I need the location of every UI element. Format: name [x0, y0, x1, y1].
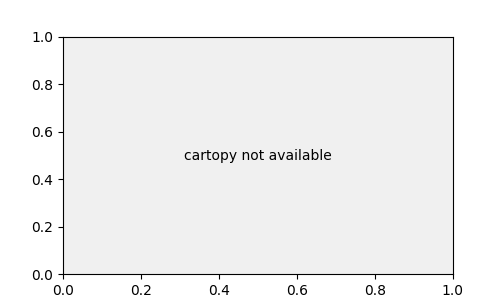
Text: cartopy not available: cartopy not available [184, 148, 331, 163]
